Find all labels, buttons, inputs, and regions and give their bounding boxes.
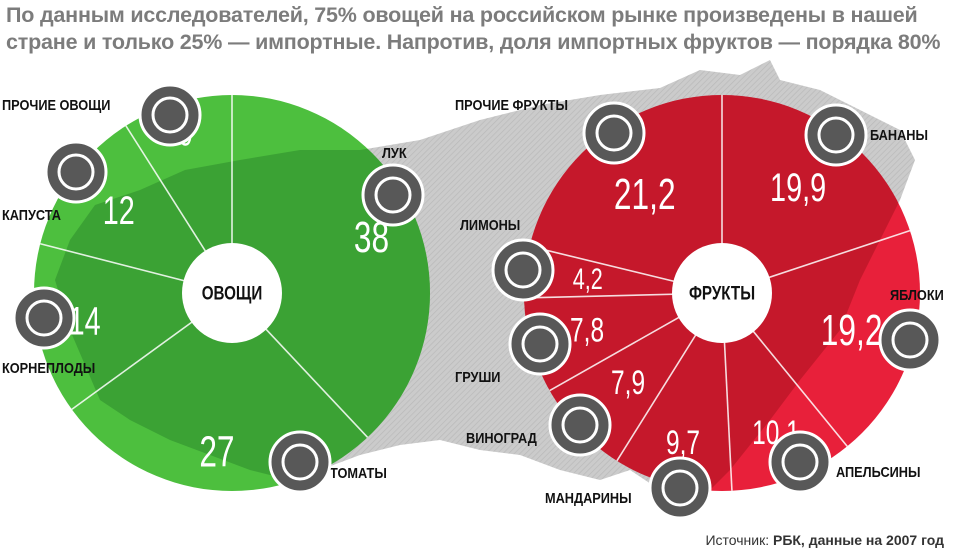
source-label: Источник: xyxy=(705,532,770,548)
title-line: По данным исследователей, 75% овощей на … xyxy=(6,3,918,27)
cabbage-icon xyxy=(44,140,108,204)
pie-map-overlay xyxy=(55,95,430,491)
source-value: РБК, данные на 2007 год xyxy=(772,532,944,548)
source-note: Источник: РБК, данные на 2007 год xyxy=(705,532,944,548)
category-label: МАНДАРИНЫ xyxy=(545,489,632,506)
category-label: ВИНОГРАД xyxy=(466,429,537,446)
pie-center-label: ФРУКТЫ xyxy=(689,282,755,304)
basket-icon xyxy=(138,83,202,147)
pie-value-label: 7,9 xyxy=(611,364,645,402)
pie-center-label: ОВОЩИ xyxy=(202,282,263,304)
category-label: КАПУСТА xyxy=(2,206,61,223)
category-label: АПЕЛЬСИНЫ xyxy=(836,463,920,480)
category-label: ЛИМОНЫ xyxy=(460,216,520,233)
pie-value-label: 19,9 xyxy=(770,165,826,210)
category-label: БАНАНЫ xyxy=(870,126,928,143)
pear-icon xyxy=(508,312,572,376)
category-label: ГРУШИ xyxy=(455,368,500,385)
pie-center xyxy=(182,243,282,343)
lemon-icon xyxy=(491,238,555,302)
title-line: стране и только 25% — импортные. Напроти… xyxy=(6,30,941,54)
pie-value-label: 9,7 xyxy=(666,424,700,462)
pie-value-label: 4,2 xyxy=(573,261,603,295)
pie-value-label: 21,2 xyxy=(614,170,676,219)
category-label: ЯБЛОКИ xyxy=(890,286,944,303)
chart-title: По данным исследователей, 75% овощей на … xyxy=(6,2,941,56)
tangerine-icon xyxy=(648,456,712,520)
pie-center xyxy=(672,243,772,343)
pie-value-label: 27 xyxy=(199,428,234,477)
category-label: ЛУК xyxy=(382,144,407,161)
banana-icon xyxy=(804,103,868,167)
category-label: ТОМАТЫ xyxy=(330,464,387,481)
root-vegetable-icon xyxy=(12,286,76,350)
orange-icon xyxy=(768,430,832,494)
category-label: ПРОЧИЕ ФРУКТЫ xyxy=(455,96,568,113)
category-label: КОРНЕПЛОДЫ xyxy=(2,359,95,376)
pie-map-overlay xyxy=(524,95,915,491)
grapes-icon xyxy=(548,393,612,457)
apple-icon xyxy=(878,308,942,372)
category-label: ПРОЧИЕ ОВОЩИ xyxy=(2,96,110,113)
pie-value-label: 12 xyxy=(103,188,135,233)
pie-value-label: 7,8 xyxy=(570,311,604,349)
tomato-icon xyxy=(268,430,332,494)
basket-icon xyxy=(582,101,646,165)
onion-icon xyxy=(361,163,425,227)
pie-value-label: 19,2 xyxy=(821,306,883,355)
